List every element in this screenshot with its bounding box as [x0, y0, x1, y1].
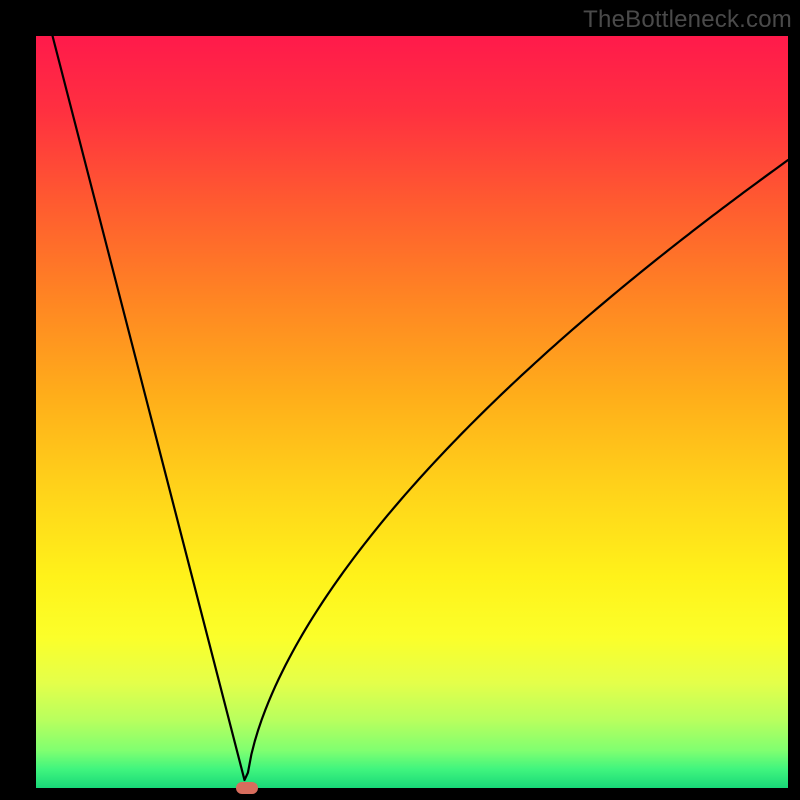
stage: TheBottleneck.com [0, 0, 800, 800]
bottleneck-marker [236, 782, 258, 794]
watermark-text: TheBottleneck.com [583, 6, 792, 34]
bottleneck-curve [36, 36, 788, 788]
plot-area [36, 36, 788, 788]
